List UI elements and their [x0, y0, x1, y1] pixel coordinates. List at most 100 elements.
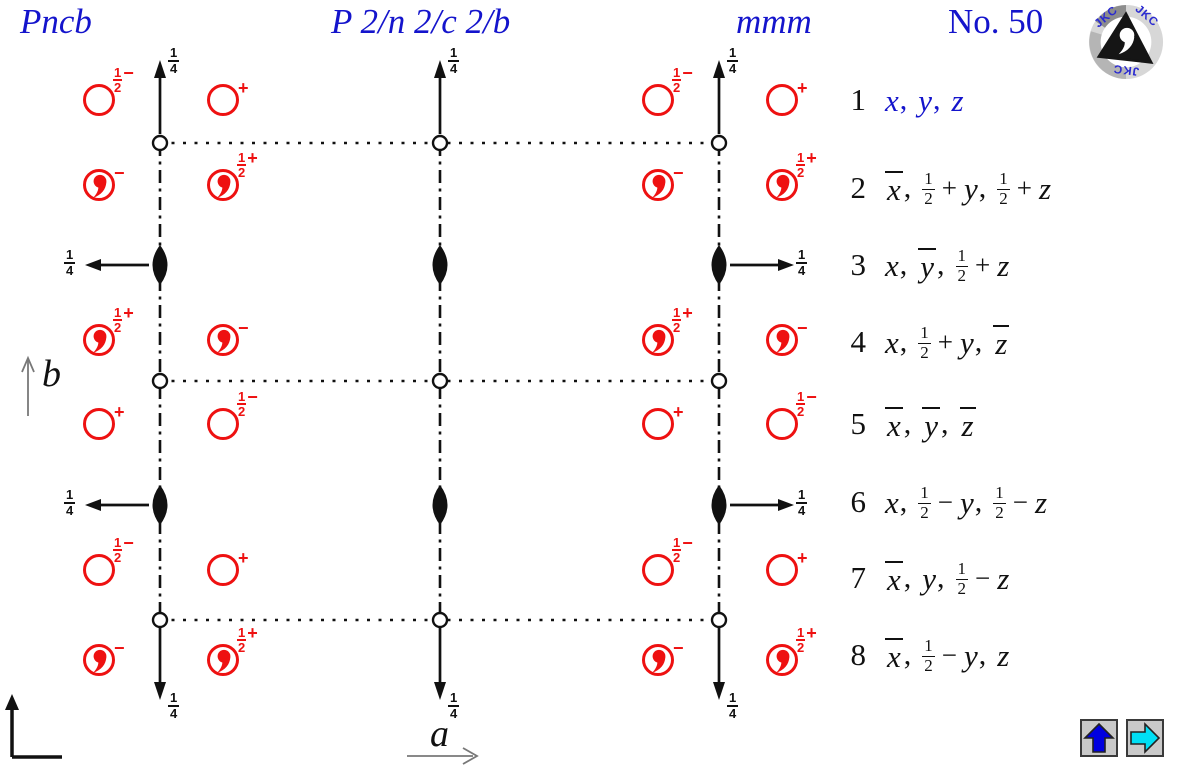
- comma-glyph: [776, 329, 790, 353]
- nav-next-button[interactable]: [1126, 719, 1164, 757]
- height-label: −: [673, 637, 684, 658]
- jkc-logo: JKC JKC JKC: [1088, 3, 1164, 80]
- site-symbol-comma: 1 2 +: [642, 303, 693, 356]
- operator: +: [941, 172, 957, 203]
- comma-glyph: [93, 649, 107, 673]
- variable: y: [960, 324, 974, 360]
- operator: −: [941, 639, 957, 670]
- separator: ,: [899, 248, 908, 281]
- site-symbol-comma: −: [642, 163, 684, 201]
- comma-glyph: [652, 329, 666, 353]
- separator: ,: [899, 83, 908, 116]
- separator: ,: [941, 407, 949, 440]
- site-symbol-circle: +: [207, 548, 249, 586]
- separator: ,: [903, 407, 912, 440]
- logo-comma-tail: [1118, 37, 1135, 55]
- separator: ,: [937, 561, 945, 594]
- site-symbol-circle: 1 2−: [766, 387, 817, 440]
- height-label: +: [114, 401, 125, 422]
- separator: ,: [903, 638, 912, 671]
- variable: z: [997, 637, 1010, 673]
- separator: ,: [933, 83, 941, 116]
- space-group-number: No. 50: [948, 2, 1044, 41]
- a-axis-arrowhead: [462, 747, 479, 765]
- separator: ,: [903, 171, 912, 204]
- short-symbol-title: Pncb: [20, 2, 92, 41]
- height-label: −: [673, 162, 684, 183]
- position-number: 1: [850, 82, 867, 117]
- site-symbol-circle: +: [766, 78, 808, 116]
- position-coordinates: x, y, 1 2 + z: [885, 246, 1009, 284]
- variable: y: [918, 82, 933, 118]
- height-label: 1 2 +: [796, 147, 817, 181]
- site-symbol-circle: 1 2−: [83, 533, 134, 586]
- variable: x: [885, 484, 899, 520]
- height-label: −: [114, 162, 125, 183]
- nav-up-button[interactable]: [1080, 719, 1118, 757]
- b-axis-arrowhead: [21, 355, 35, 373]
- site-symbol-comma: −: [83, 638, 125, 676]
- variable-overbar: z: [993, 325, 1010, 361]
- variable-overbar: x: [885, 407, 903, 443]
- operator: +: [1016, 172, 1032, 203]
- operator: −: [1012, 486, 1028, 517]
- separator: ,: [899, 325, 908, 358]
- position-entry: 2 x, 1 2 + y, 1 2 + z: [840, 166, 1052, 210]
- variable-overbar: z: [959, 407, 976, 443]
- site-symbol-circle: 1 2−: [642, 63, 693, 116]
- a-axis-label: a: [430, 713, 449, 755]
- site-symbol-circle: +: [766, 548, 808, 586]
- separator: ,: [899, 485, 908, 518]
- site-symbol-comma: −: [642, 638, 684, 676]
- position-coordinates: x,y,z: [885, 85, 964, 116]
- variable: z: [1035, 484, 1048, 520]
- site-symbol-circle: +: [207, 78, 249, 116]
- separator: ,: [937, 248, 945, 281]
- variable: y: [960, 484, 974, 520]
- comma-glyph: [776, 649, 790, 673]
- position-number: 4: [850, 324, 867, 359]
- variable: z: [997, 560, 1010, 596]
- height-label: 1 2 +: [113, 302, 134, 336]
- position-number: 5: [850, 406, 867, 441]
- right-arrow-icon: [1130, 722, 1161, 754]
- variable: x: [885, 324, 899, 360]
- comma-glyph: [93, 329, 107, 353]
- variable: z: [1039, 170, 1052, 206]
- height-label: +: [797, 547, 808, 568]
- comma-glyph: [652, 174, 666, 198]
- variable-overbar: y: [922, 407, 941, 443]
- operator: −: [975, 562, 991, 593]
- position-entry: 8 x, 1 2− y, z: [840, 633, 1010, 677]
- comma-glyph: [217, 174, 231, 198]
- height-label: 1 2 +: [237, 147, 258, 181]
- variable: z: [951, 82, 964, 118]
- position-entry: 6 x, 1 2− y, 1 2− z: [840, 480, 1048, 524]
- operator: +: [975, 249, 991, 280]
- site-symbol-comma: 1 2 +: [207, 623, 258, 676]
- comma-glyph: [652, 649, 666, 673]
- comma-glyph: [776, 174, 790, 198]
- position-coordinates: x, y, 1 2− z: [885, 559, 1009, 597]
- position-number: 8: [850, 637, 867, 672]
- variable-overbar: x: [885, 561, 903, 597]
- site-symbol-circle: +: [83, 402, 125, 440]
- position-entry: 4 x, 1 2 + y, z: [840, 320, 1010, 364]
- height-label: 1 2−: [672, 62, 693, 96]
